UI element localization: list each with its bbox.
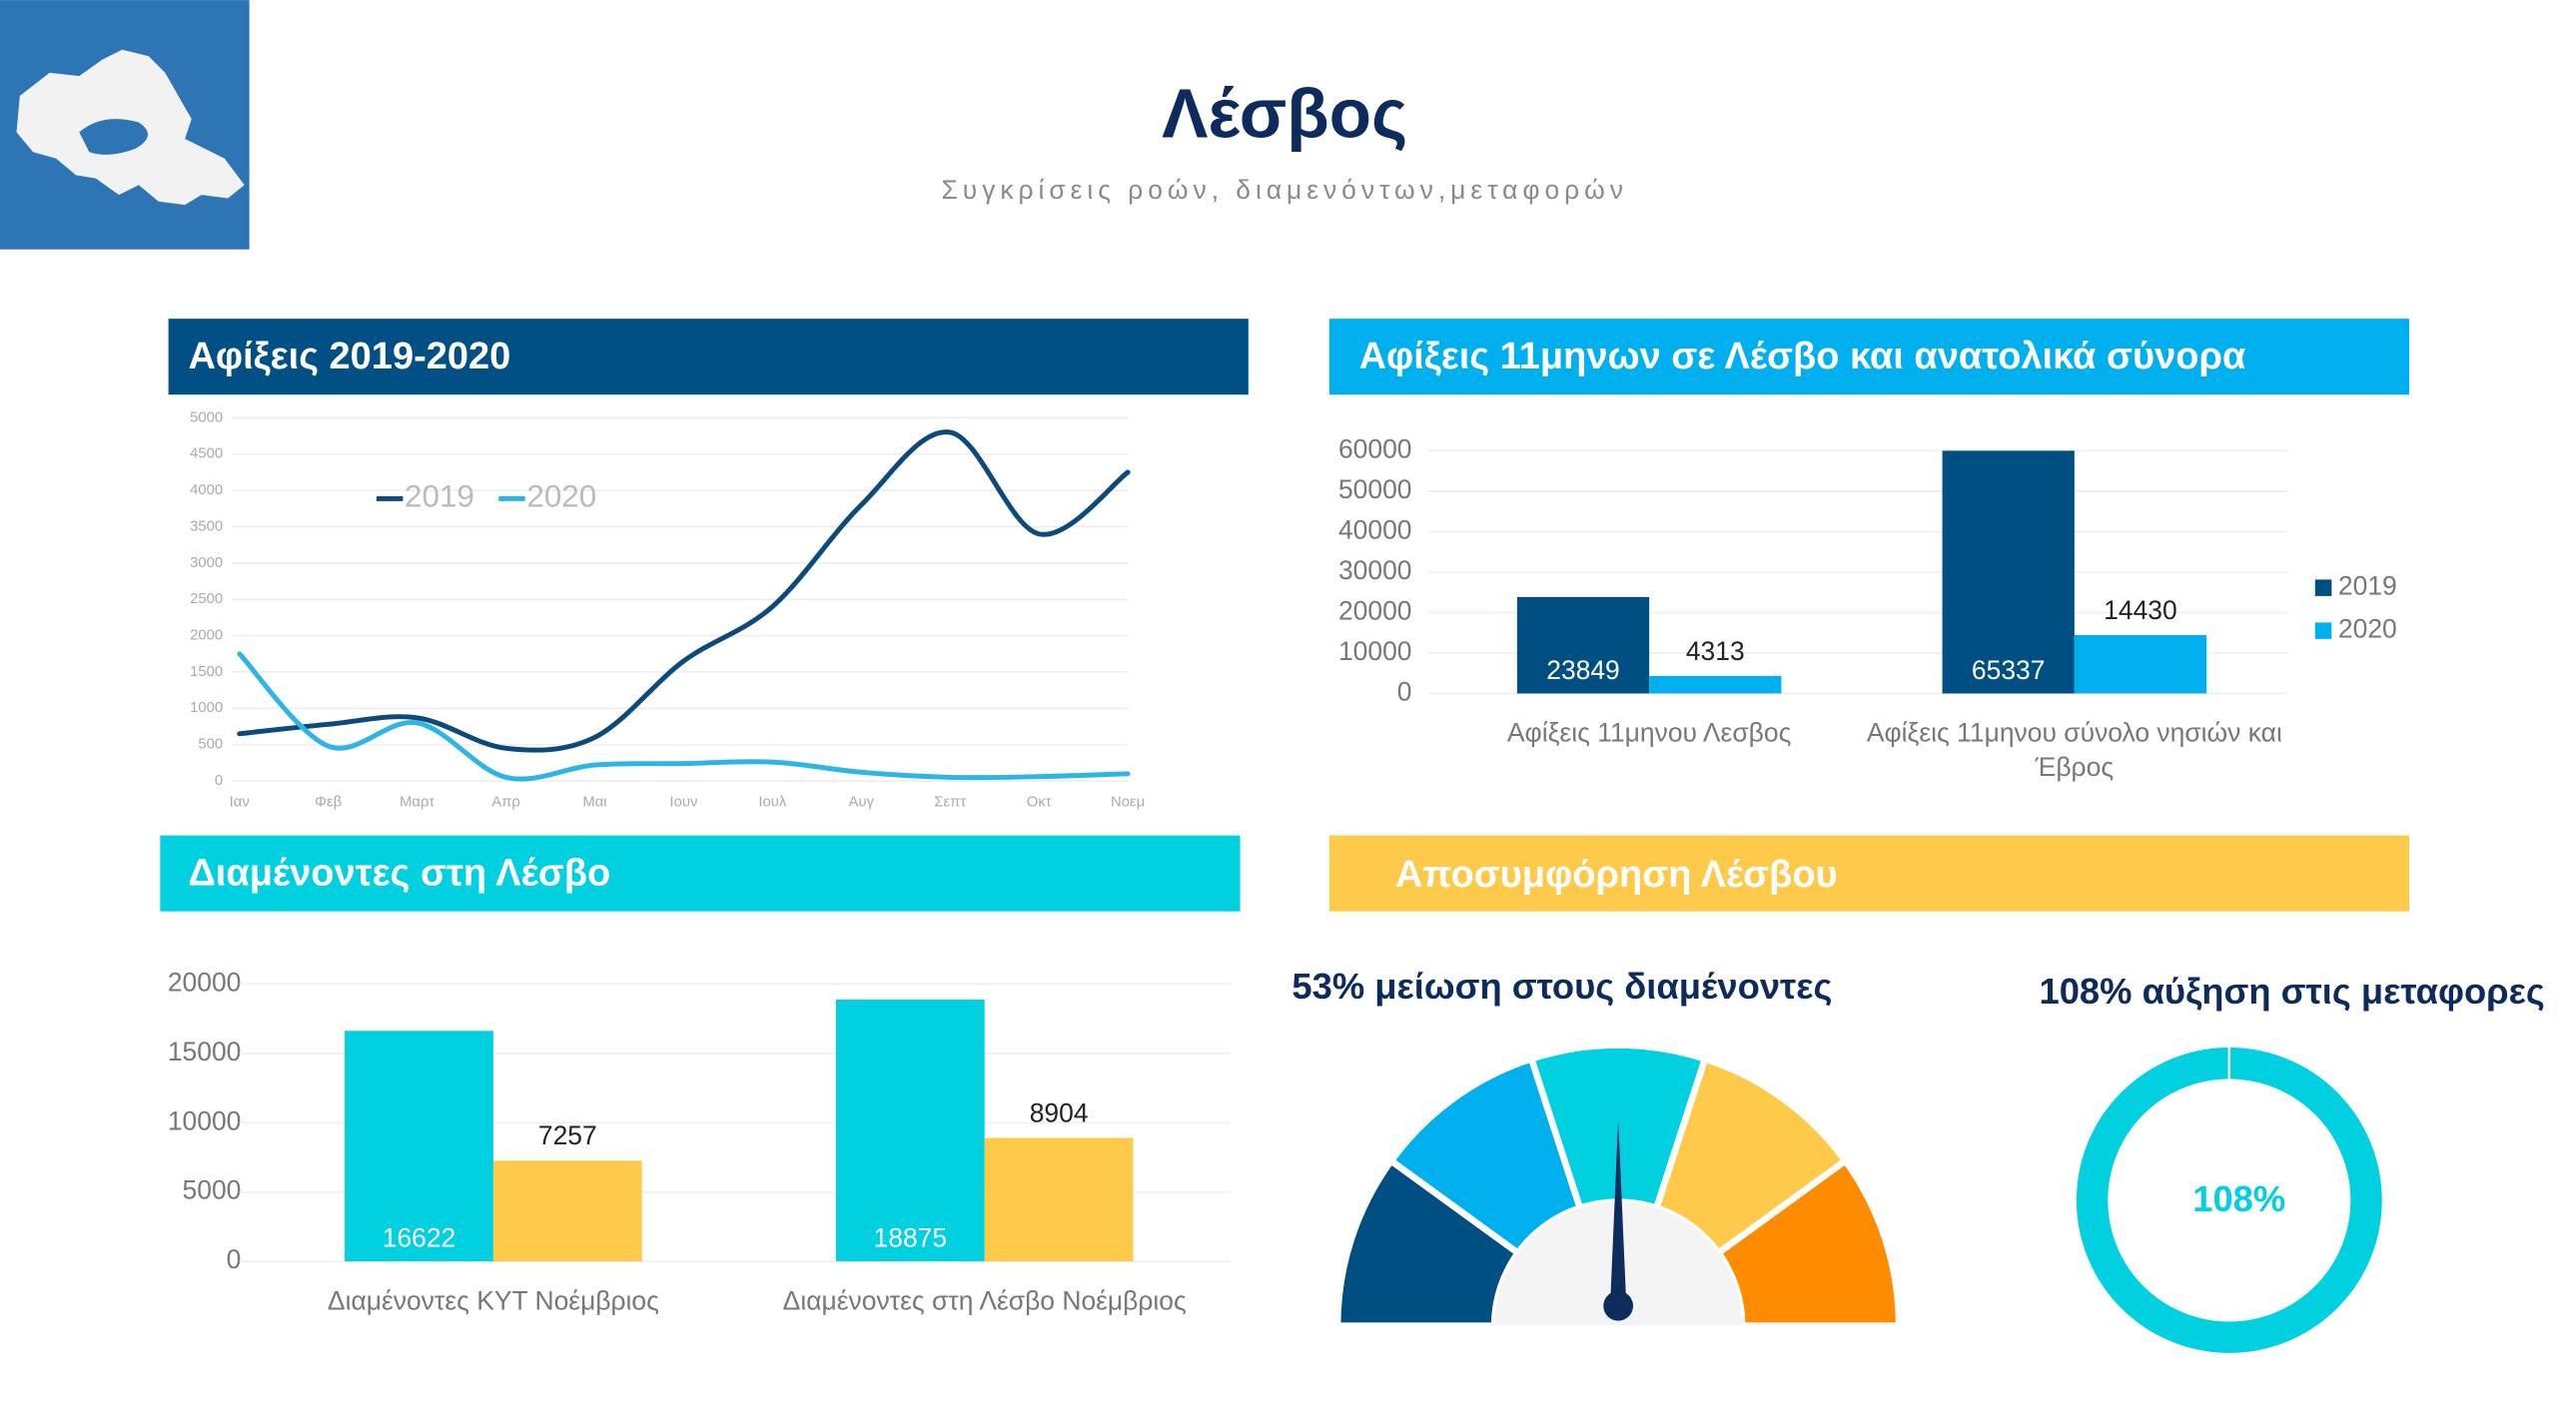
legend-label: 2020 (526, 479, 596, 514)
x-tick-label-box: Αφίξεις 11μηνου σύνολο νησιών και Έβρος (1866, 719, 2282, 783)
x-tick-label: Διαμένοντες ΚΥΤ Νοέμβριος (328, 1285, 659, 1315)
y-tick-label: 1000 (190, 700, 223, 716)
y-tick-label: 0 (227, 1244, 242, 1274)
donut-title: 108% αύξηση στις μεταφορες (2039, 971, 2544, 1012)
chart-title: Διαμένοντες στη Λέσβο (188, 852, 610, 894)
x-tick-label: Σεπτ (934, 794, 966, 810)
data-label: 65337 (1972, 655, 2046, 685)
y-tick-label: 2000 (190, 628, 223, 644)
line-series (237, 429, 1131, 753)
y-tick-label: 2500 (190, 591, 223, 607)
bar (835, 1000, 985, 1262)
data-label: 4313 (1686, 636, 1745, 666)
x-tick-label: Μαι (582, 794, 606, 810)
legend-label: 2020 (2338, 614, 2397, 644)
x-tick-label: Απρ (491, 794, 520, 810)
y-tick-label: 10000 (1338, 636, 1412, 666)
data-label: 16622 (383, 1223, 456, 1253)
y-tick-label: 5000 (183, 1175, 242, 1205)
bar (1649, 675, 1782, 694)
legend-label: 2019 (2338, 571, 2397, 601)
gauge (1333, 1042, 1903, 1329)
x-tick-label: Ιουλ (758, 794, 787, 810)
bar (345, 1031, 493, 1262)
donut-label: 108% (2192, 1178, 2285, 1219)
legend-swatch (2314, 622, 2332, 639)
legend-swatch (2314, 579, 2332, 596)
x-tick-label: Μαρτ (400, 794, 434, 810)
gauge-title: 53% μείωση στους διαμένοντες (1291, 966, 1832, 1007)
y-tick-label: 3500 (190, 518, 223, 534)
x-tick-label: Ιουν (669, 794, 697, 810)
line-series (237, 651, 1131, 782)
y-tick-label: 5000 (190, 409, 223, 425)
x-tick-label-box: Αφίξεις 11μηνου Λεσβος (1506, 719, 1792, 749)
y-tick-label: 20000 (168, 967, 242, 997)
y-tick-label: 40000 (1338, 514, 1412, 544)
bar (492, 1160, 642, 1262)
data-label: 23849 (1546, 655, 1620, 685)
x-tick-label: Αφίξεις 11μηνου σύνολο νησιών και Έβρος (1866, 719, 2282, 783)
gauge-pivot (1603, 1290, 1634, 1321)
section-header (160, 835, 1241, 912)
chart-title: Αφίξεις 11μηνων σε Λέσβο και ανατολικά σ… (1359, 336, 2246, 377)
y-tick-label: 30000 (1338, 555, 1412, 585)
y-tick-label: 500 (198, 737, 223, 753)
x-tick-label: Οκτ (1027, 794, 1052, 810)
bar (1942, 450, 2075, 694)
page-subtitle: Συγκρίσεις ροών, διαμενόντων,μεταφορών (941, 175, 1627, 205)
x-tick-label: Φεβ (315, 794, 342, 810)
legend-label: 2019 (405, 479, 474, 514)
x-tick-label: Ιαν (230, 794, 250, 810)
y-tick-label: 15000 (168, 1037, 242, 1066)
data-label: 7257 (538, 1120, 597, 1150)
x-tick-label: Αφίξεις 11μηνου Λεσβος (1506, 719, 1792, 749)
y-tick-label: 20000 (1338, 595, 1412, 625)
bar (984, 1137, 1134, 1262)
y-tick-label: 10000 (168, 1105, 242, 1135)
x-tick-label: Διαμένοντες στη Λέσβο Νοέμβριος (783, 1285, 1187, 1315)
section-header (1328, 835, 2410, 912)
page-title: Λέσβος (1162, 74, 1407, 152)
y-tick-label: 4500 (190, 446, 223, 462)
x-tick-label: Νοεμ (1111, 794, 1145, 810)
section-title: Αποσυμφόρηση Λέσβου (1395, 854, 1838, 896)
y-tick-label: 60000 (1338, 433, 1412, 463)
chart-title: Αφίξεις 2019-2020 (188, 336, 510, 377)
section-header (1328, 319, 2410, 395)
y-tick-label: 1500 (190, 664, 223, 680)
y-tick-label: 50000 (1338, 474, 1412, 504)
x-tick-label: Αυγ (849, 794, 875, 810)
y-tick-label: 4000 (190, 482, 223, 498)
gauge-needle (1609, 1118, 1627, 1310)
y-tick-label: 0 (215, 773, 223, 789)
y-tick-label: 3000 (190, 555, 223, 571)
bar (1516, 596, 1650, 694)
data-label: 8904 (1030, 1097, 1089, 1127)
section-header (168, 319, 1249, 395)
bar (2074, 635, 2207, 694)
island-gulf (79, 119, 149, 155)
data-label: 14430 (2104, 595, 2177, 625)
data-label: 18875 (874, 1223, 948, 1253)
y-tick-label: 0 (1397, 676, 1412, 706)
